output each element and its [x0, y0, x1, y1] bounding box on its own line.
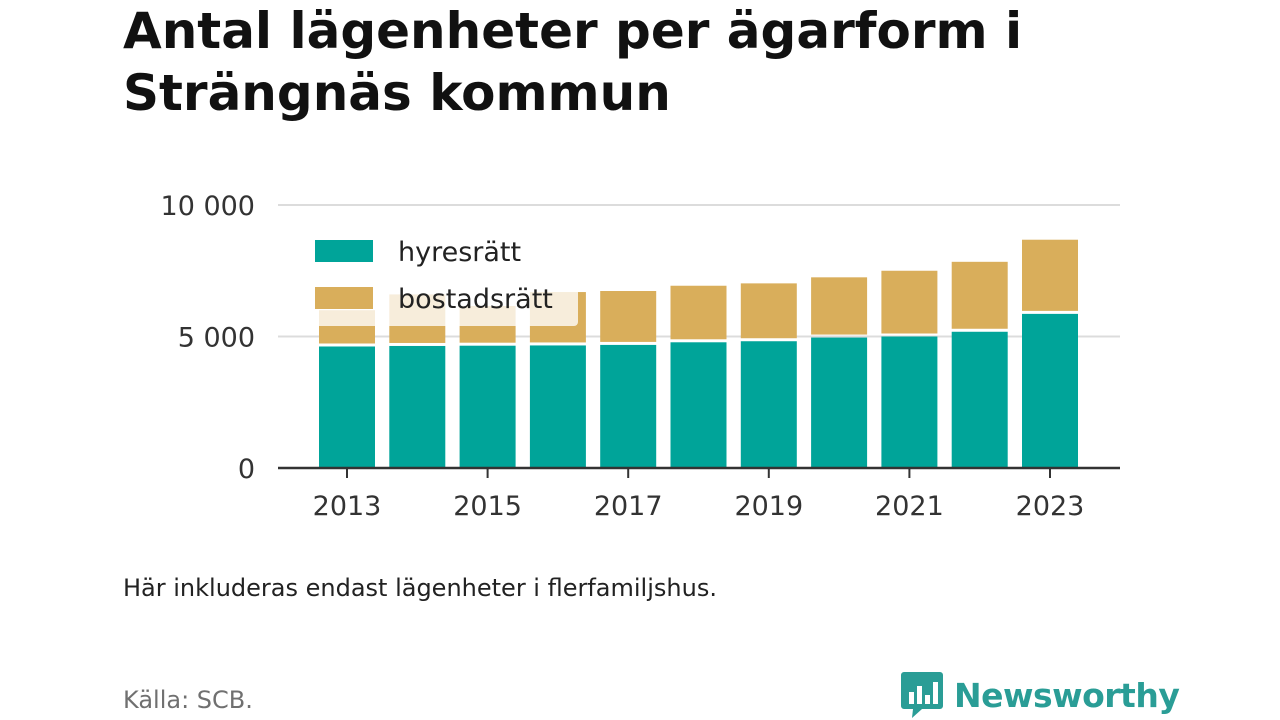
bar-hyresratt: [951, 331, 1008, 468]
bar-hyresratt: [740, 341, 797, 468]
stacked-bar-chart: 0 5 000 10 000 2013 2015 2017 2019 2021 2023 hy…: [161, 191, 1120, 522]
y-tick-label: 0: [238, 454, 255, 485]
bar-hyresratt: [811, 337, 868, 468]
source-text: Källa: SCB.: [123, 686, 253, 714]
x-tick-label: 2013: [313, 491, 382, 522]
bar-hyresratt: [389, 345, 446, 468]
bar-hyresratt: [670, 342, 727, 468]
x-tick-label: 2015: [453, 491, 522, 522]
chart-note: Här inkluderas endast lägenheter i flerf…: [123, 574, 717, 602]
legend: hyresrätt bostadsrätt: [300, 228, 578, 326]
x-tick-label: 2019: [734, 491, 803, 522]
chart-title: Antal lägenheter per ägarform i Strängnä…: [123, 2, 1023, 122]
legend-label: bostadsrätt: [398, 284, 553, 315]
legend-swatch: [315, 240, 373, 262]
x-tick-label: 2021: [875, 491, 944, 522]
bar-hyresratt: [319, 346, 375, 468]
bar-bostadsratt: [881, 270, 938, 334]
legend-swatch: [315, 287, 373, 309]
newsworthy-logo[interactable]: Newsworthy: [900, 670, 1180, 720]
bar-hyresratt: [881, 336, 938, 468]
x-tick-label: 2023: [1016, 491, 1085, 522]
bar-bostadsratt: [1022, 239, 1078, 311]
bar-bostadsratt: [670, 285, 727, 340]
bar-hyresratt: [1022, 313, 1078, 468]
x-tick-label: 2017: [594, 491, 663, 522]
newsworthy-logo-icon: [901, 672, 943, 718]
bar-bostadsratt: [951, 261, 1008, 329]
bar-hyresratt: [600, 344, 657, 468]
y-tick-label: 10 000: [161, 191, 255, 222]
newsworthy-logo-text: Newsworthy: [954, 675, 1180, 715]
bar-bostadsratt: [740, 283, 797, 339]
bar-bostadsratt: [600, 291, 657, 342]
y-tick-label: 5 000: [178, 323, 255, 354]
bar-bostadsratt: [811, 277, 868, 335]
y-axis: 0 5 000 10 000: [161, 191, 255, 485]
x-axis: 2013 2015 2017 2019 2021 2023: [278, 466, 1120, 522]
bar-hyresratt: [529, 345, 586, 468]
legend-label: hyresrätt: [398, 237, 521, 268]
bars: [319, 239, 1078, 468]
bar-hyresratt: [459, 345, 516, 468]
